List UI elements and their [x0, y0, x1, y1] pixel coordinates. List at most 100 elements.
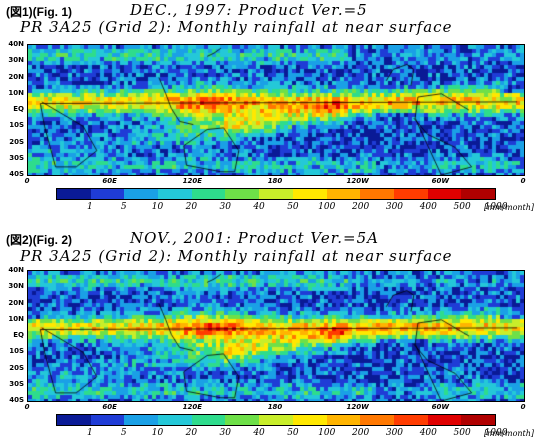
colorbar-swatch	[158, 415, 192, 425]
colorbar-value-label: 100	[318, 428, 336, 438]
colorbar-swatch	[292, 189, 327, 199]
latitude-label: EQ	[13, 331, 24, 339]
colorbar-value-label: 200	[352, 428, 370, 438]
longitude-label: 120W	[346, 403, 369, 411]
colorbar-swatch	[461, 415, 495, 425]
rainfall-map	[27, 270, 525, 402]
colorbar-value-label: 300	[385, 202, 404, 212]
colorbar-swatch	[225, 415, 260, 425]
colorbar-swatch	[427, 189, 462, 199]
figure-2: (図2)(Fig. 2) NOV., 2001: Product Ver.=5A…	[0, 226, 550, 440]
colorbar-value-label: 5	[120, 428, 127, 438]
colorbar-swatch	[393, 189, 428, 199]
colorbar-value-label: 1	[86, 428, 93, 438]
latitude-label: 30N	[8, 56, 24, 65]
colorbar-swatch	[326, 415, 361, 425]
rainfall-map-canvas	[28, 45, 524, 175]
colorbar-value-label: 400	[419, 202, 437, 212]
colorbar-value-label: 500	[453, 202, 471, 212]
colorbar-value-label: 30	[219, 428, 231, 438]
map-title: PR 3A25 (Grid 2): Monthly rainfall at ne…	[20, 247, 453, 265]
colorbar-value-label: 5	[120, 202, 127, 212]
colorbar-swatch	[427, 415, 462, 425]
longitude-label: 0	[24, 177, 30, 185]
colorbar-swatch	[461, 189, 495, 199]
colorbar-value-label: 400	[419, 428, 437, 438]
colorbar-swatch	[259, 415, 293, 425]
colorbar-swatch	[259, 189, 293, 199]
longitude-label: 60E	[102, 177, 117, 185]
longitude-label: 180	[267, 177, 283, 185]
longitude-label: 0	[520, 403, 526, 411]
colorbar-unit: [mm/month]	[484, 429, 535, 438]
longitude-label: 0	[24, 403, 30, 411]
colorbar-swatch	[191, 415, 226, 425]
colorbar-value-label: 40	[253, 202, 265, 212]
latitude-label: 40N	[8, 266, 24, 274]
colorbar-value-label: 300	[385, 428, 404, 438]
date-product-line: DEC., 1997: Product Ver.=5	[130, 1, 368, 19]
colorbar-value-label: 30	[219, 202, 231, 212]
figure-1: (図1)(Fig. 1) DEC., 1997: Product Ver.=5 …	[0, 0, 550, 216]
figure-tag: (図1)(Fig. 1)	[6, 5, 72, 19]
map-title: PR 3A25 (Grid 2): Monthly rainfall at ne…	[20, 18, 453, 36]
longitude-label: 180	[267, 403, 283, 411]
longitude-label: 60E	[102, 403, 117, 411]
longitude-label: 60W	[431, 403, 450, 411]
colorbar-swatch	[57, 415, 91, 425]
colorbar-swatch	[124, 189, 159, 199]
colorbar-value-label: 40	[253, 428, 265, 438]
colorbar-value-label: 100	[318, 202, 336, 212]
colorbar-value-label: 1000	[484, 428, 508, 438]
colorbar-swatch	[360, 189, 394, 199]
colorbar-swatch	[158, 189, 192, 199]
latitude-label: 10S	[9, 121, 24, 130]
latitude-label: 40S	[9, 170, 24, 178]
colorbar-value-label: 200	[352, 202, 370, 212]
latitude-label: 40N	[8, 40, 24, 48]
colorbar	[56, 188, 496, 200]
date-product-line: NOV., 2001: Product Ver.=5A	[130, 229, 379, 247]
colorbar-value-label: 20	[185, 428, 198, 438]
colorbar-swatch	[124, 415, 159, 425]
colorbar-swatch	[90, 415, 125, 425]
colorbar-value-label: 50	[287, 428, 299, 438]
colorbar-swatch	[191, 189, 226, 199]
latitude-label: 10S	[9, 347, 24, 356]
colorbar-value-label: 1000	[484, 202, 508, 212]
colorbar-swatch	[360, 415, 394, 425]
colorbar-swatch	[326, 189, 361, 199]
latitude-label: 40S	[9, 396, 24, 404]
figure-tag: (図2)(Fig. 2)	[6, 233, 72, 247]
latitude-label: 10N	[8, 314, 24, 323]
colorbar-value-label: 10	[151, 202, 164, 212]
latitude-label: 30N	[8, 282, 24, 291]
longitude-label: 60W	[431, 177, 450, 185]
latitude-label: 30S	[9, 379, 24, 388]
latitude-label: 20N	[8, 298, 24, 307]
latitude-label: 20S	[9, 363, 24, 372]
latitude-label: 20S	[9, 137, 24, 146]
colorbar-value-label: 20	[185, 202, 198, 212]
colorbar-value-label: 50	[287, 202, 299, 212]
latitude-label: 20N	[8, 72, 24, 81]
colorbar-value-label: 500	[453, 428, 471, 438]
longitude-label: 120E	[182, 403, 203, 411]
colorbar-value-label: 10	[151, 428, 164, 438]
colorbar	[56, 414, 496, 426]
colorbar-swatch	[225, 189, 260, 199]
colorbar-value-label: 1	[86, 202, 93, 212]
colorbar-swatch	[57, 189, 91, 199]
colorbar-swatch	[90, 189, 125, 199]
longitude-label: 0	[520, 177, 526, 185]
rainfall-map-canvas	[28, 271, 524, 401]
colorbar-unit: [mm/month]	[484, 203, 535, 212]
rainfall-map	[27, 44, 525, 176]
latitude-label: EQ	[13, 105, 24, 113]
latitude-label: 10N	[8, 88, 24, 97]
longitude-label: 120E	[182, 177, 203, 185]
longitude-label: 120W	[346, 177, 369, 185]
latitude-label: 30S	[9, 153, 24, 162]
colorbar-swatch	[292, 415, 327, 425]
colorbar-swatch	[393, 415, 428, 425]
